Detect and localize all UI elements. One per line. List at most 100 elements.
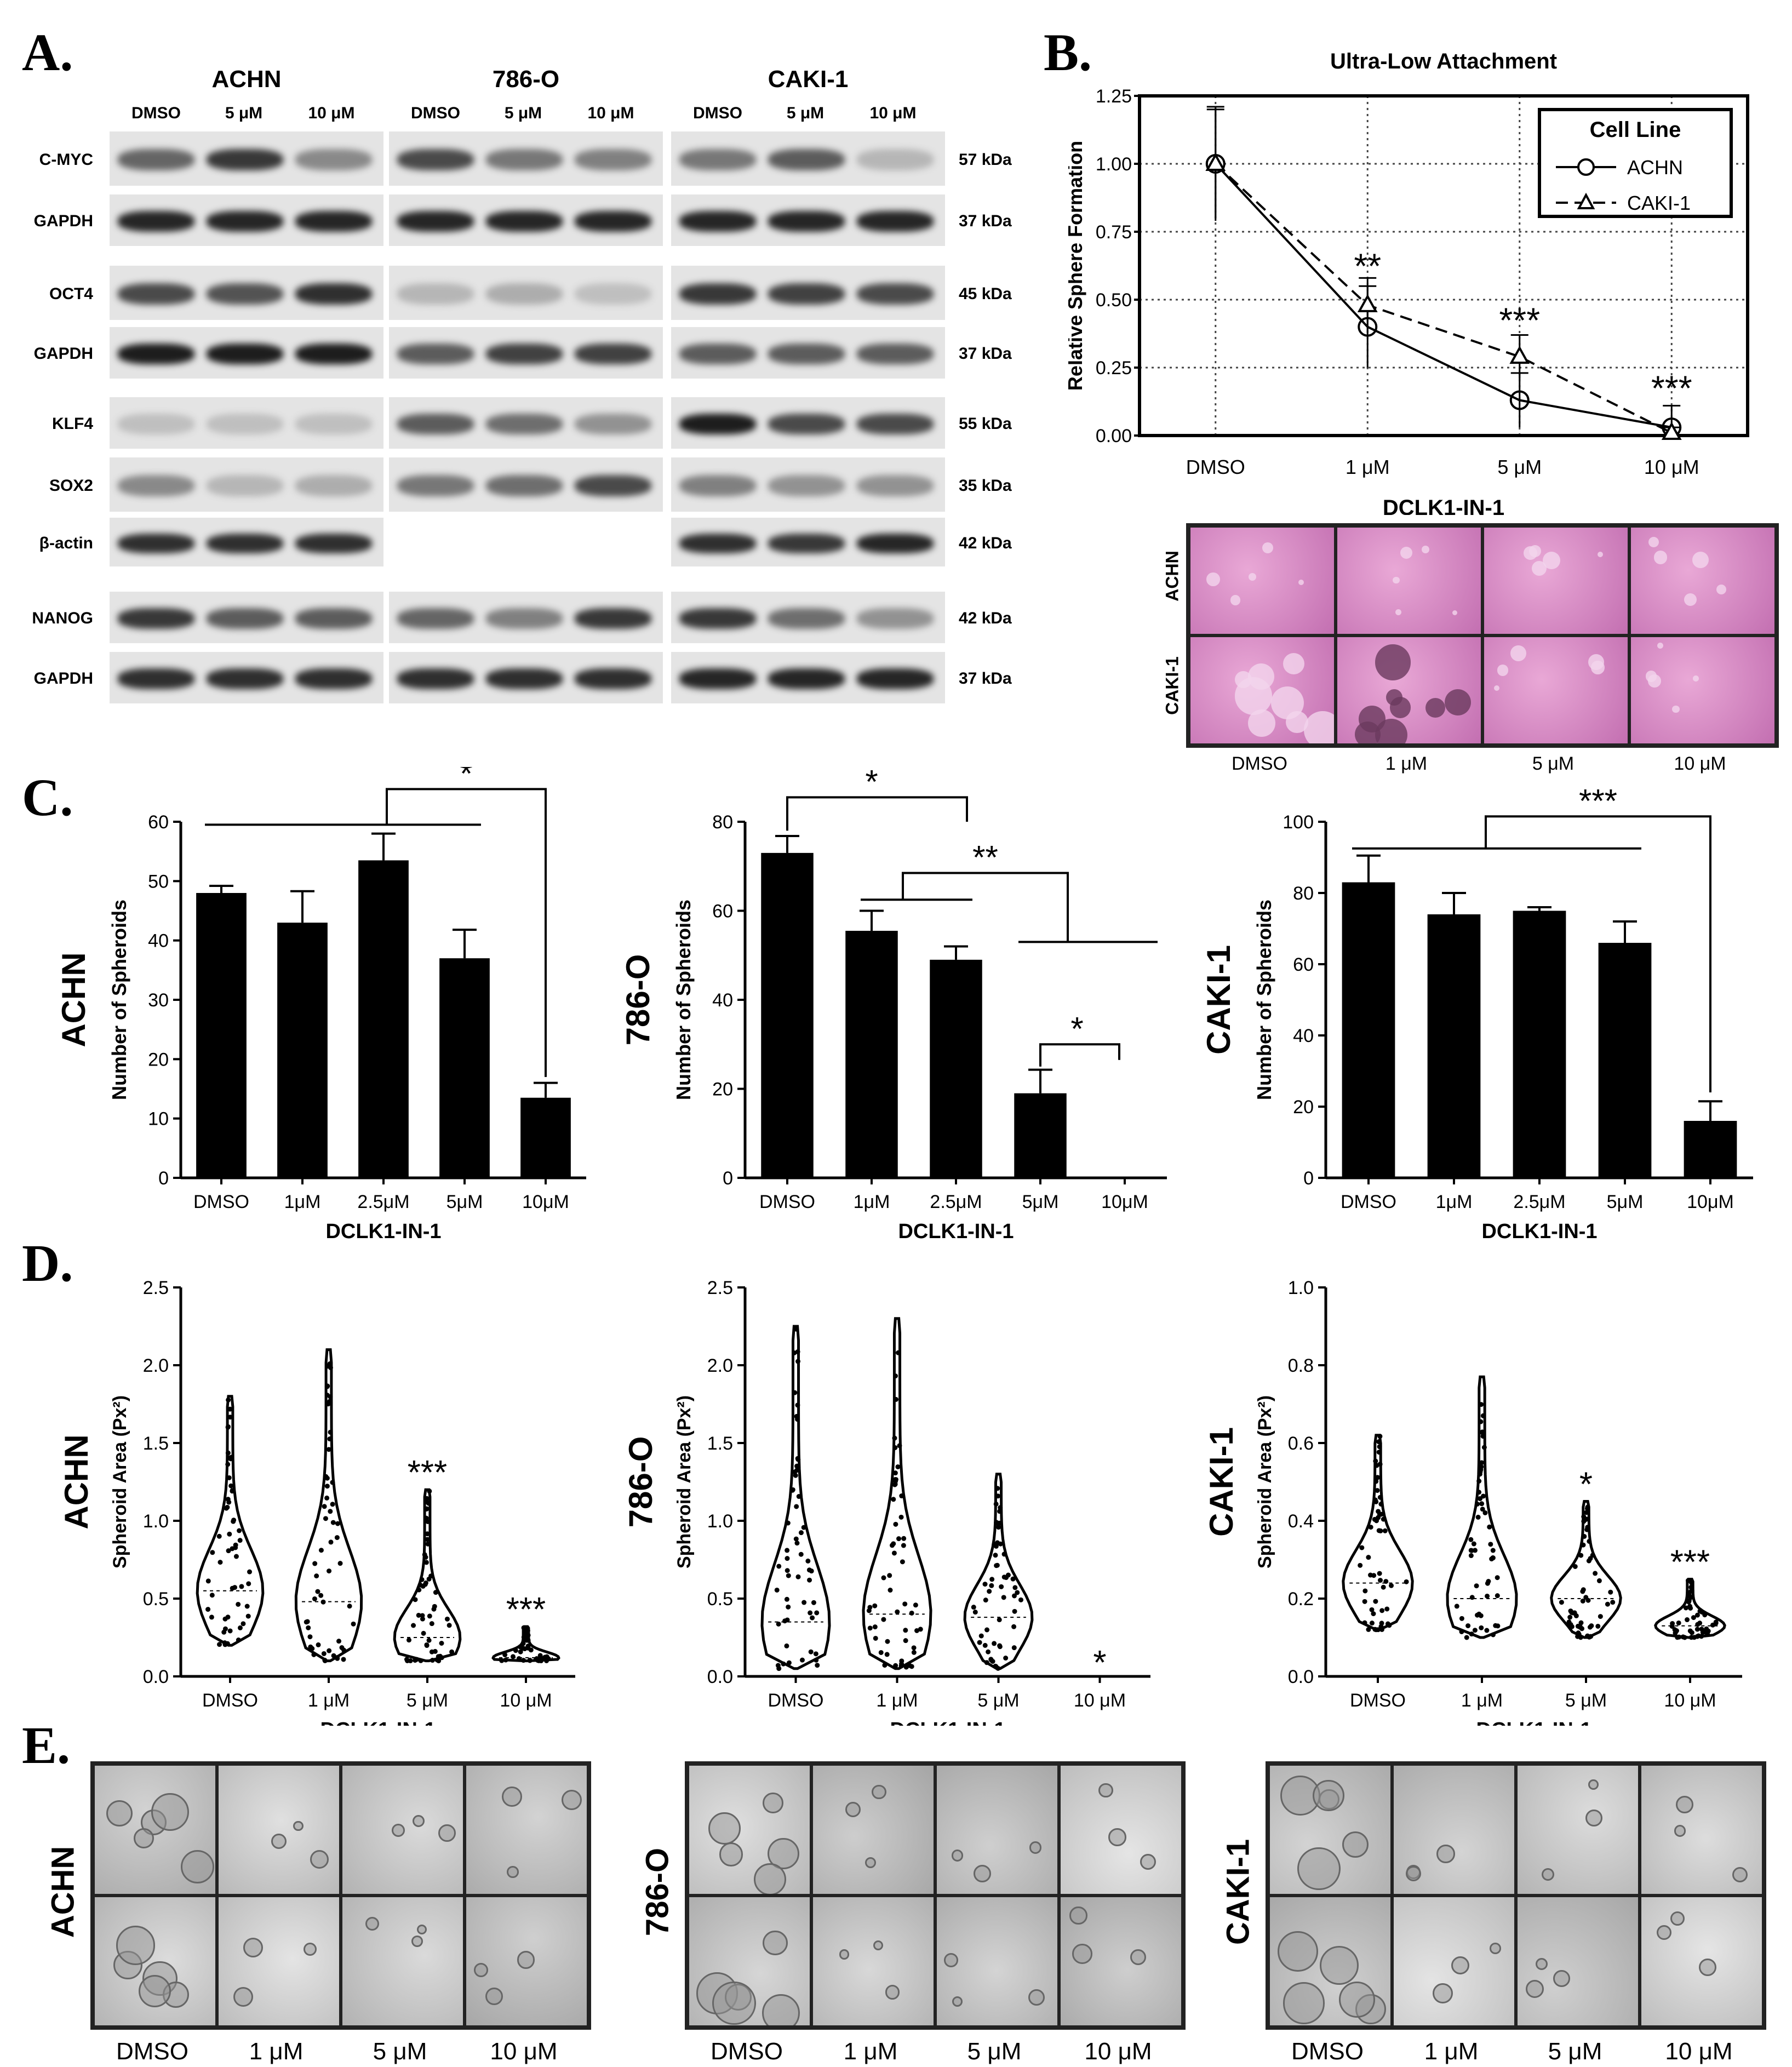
blot-strip (671, 652, 945, 703)
micrograph-cell (935, 1764, 1059, 1896)
data-point (513, 1648, 518, 1653)
y-axis-label: Spheroid Area (Px²) (674, 1395, 695, 1568)
data-point (237, 1528, 242, 1533)
data-point (236, 1601, 241, 1607)
data-point (1568, 1622, 1573, 1627)
y-tick-label: 0.00 (1096, 426, 1132, 446)
y-tick-label: 60 (1293, 954, 1314, 975)
spheroid-blob (1248, 573, 1257, 581)
data-point (429, 1649, 434, 1654)
y-tick-label: 2.0 (707, 1355, 733, 1376)
data-point (1476, 1479, 1482, 1484)
blot-band (679, 608, 756, 629)
data-point (1478, 1613, 1484, 1618)
spheroid-blob (411, 1936, 423, 1948)
x-tick-label: 10 μM (500, 1690, 552, 1711)
spheroid-blob (501, 1787, 522, 1807)
caki1-spheroid-count-bar-chart: 0 20 40 60 80 100 DMSO 1μM 2.5μM 5μM 10μM DCLK1-IN-… (1200, 782, 1753, 1243)
blot-band (857, 283, 934, 305)
blot-band (857, 533, 934, 553)
data-point (983, 1598, 988, 1603)
data-point (1012, 1585, 1018, 1590)
data-point (1713, 1619, 1719, 1625)
data-point (1366, 1555, 1371, 1560)
y-tick-label: 0.6 (1288, 1433, 1314, 1454)
data-point (425, 1531, 430, 1537)
data-point (798, 1530, 804, 1536)
legend-label: CAKI-1 (1627, 192, 1691, 214)
data-point (1378, 1578, 1383, 1583)
data-point (1362, 1588, 1368, 1594)
blot-band (768, 343, 845, 364)
blot-strip (389, 652, 663, 703)
x-tick-label: 5 μM (407, 1690, 448, 1711)
violin-shape (862, 1317, 932, 1670)
data-point (902, 1601, 908, 1607)
x-tick-label: 2.5μM (930, 1192, 982, 1212)
data-point (1688, 1584, 1694, 1590)
image-column-label: DMSO (1291, 2038, 1364, 2065)
data-point (226, 1475, 232, 1480)
data-point (1472, 1628, 1478, 1633)
blot-kda-label: 55 kDa (959, 415, 1012, 433)
data-point (1488, 1542, 1493, 1547)
blot-kda-label: 35 kDa (959, 476, 1012, 495)
spheroid-blob (719, 1842, 743, 1866)
data-point (918, 1627, 923, 1632)
data-point (1382, 1528, 1388, 1533)
blot-band (575, 608, 651, 629)
blot-band (679, 211, 756, 232)
x-axis-label: DCLK1-IN-1 (1481, 1220, 1597, 1243)
spheroid-blob (1692, 552, 1709, 569)
data-point (900, 1559, 905, 1565)
data-point (336, 1639, 342, 1644)
x-tick-label: 10μM (1687, 1192, 1734, 1212)
blot-band (857, 608, 934, 629)
micrograph-cell (1640, 1764, 1764, 1896)
data-point (1373, 1479, 1379, 1484)
blot-band (768, 211, 845, 232)
spheroid-blob (1248, 663, 1275, 690)
bar (358, 860, 409, 1178)
spheroid-blob (872, 1784, 886, 1799)
significance-marker: * (1093, 1644, 1106, 1682)
data-point (814, 1610, 820, 1616)
data-point (1011, 1624, 1017, 1629)
data-point (1376, 1450, 1382, 1455)
image-column-label: 1 μM (1385, 753, 1428, 774)
data-point (884, 1652, 890, 1657)
data-point (913, 1602, 918, 1608)
data-point (1015, 1590, 1020, 1595)
blot-kda-label: 37 kDa (959, 669, 1012, 688)
data-point (993, 1553, 998, 1558)
image-column-label: DMSO (711, 2038, 783, 2065)
data-point (993, 1501, 999, 1507)
achn-spheroid-count-bar-chart: 0 10 20 30 40 50 60 DMSO 1μM 2.5μM 5μM 10μM DCLK1-IN… (55, 767, 586, 1243)
data-point (446, 1623, 452, 1628)
data-point (225, 1462, 231, 1467)
blot-strip (110, 397, 383, 449)
data-point (1676, 1620, 1681, 1625)
micrograph-cell (1629, 526, 1776, 635)
data-point (1205, 152, 1226, 171)
x-tick-label: 1 μM (1346, 456, 1390, 478)
data-point (1377, 1434, 1383, 1439)
spheroid-blob (485, 1988, 503, 2005)
data-point (328, 1509, 333, 1514)
y-tick-label: 1.0 (1288, 1278, 1314, 1298)
spheroid-blob (712, 1981, 757, 2025)
y-axis-label: Number of Spheroids (108, 900, 130, 1100)
data-point (794, 1541, 800, 1546)
x-tick-label: 5 μM (977, 1690, 1019, 1711)
spheroid-blob (1732, 1867, 1748, 1883)
spheroid-blob (952, 1996, 963, 2007)
data-point (903, 1638, 908, 1644)
spheroid-blob (1436, 1845, 1456, 1863)
blot-strip (389, 131, 663, 186)
data-point (786, 1660, 792, 1665)
data-point (774, 1587, 780, 1593)
data-point (521, 1658, 526, 1663)
spheroid-blob (1588, 654, 1604, 670)
blot-band (118, 283, 194, 305)
data-point (1379, 1608, 1385, 1613)
